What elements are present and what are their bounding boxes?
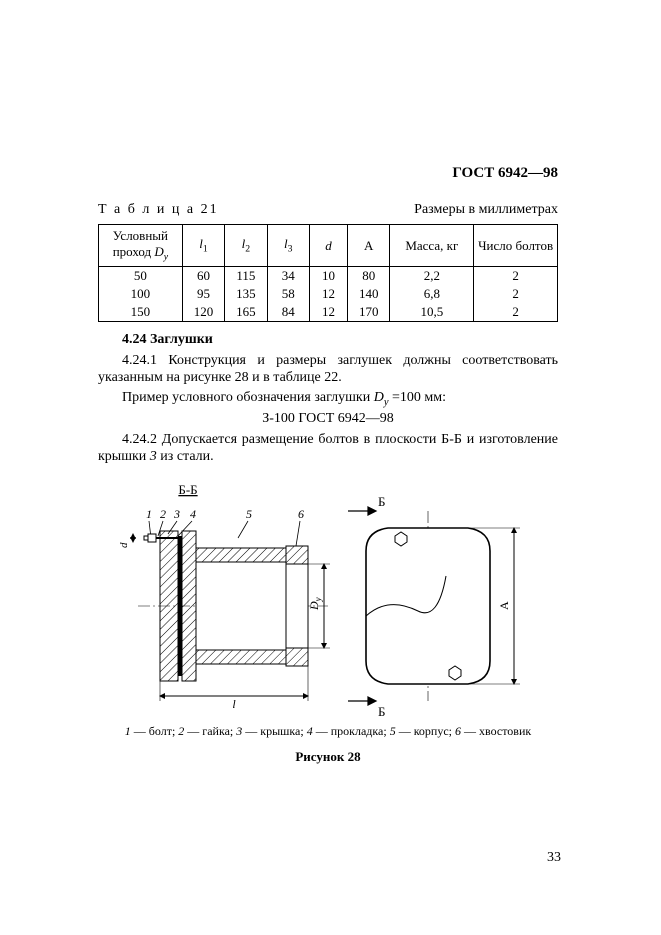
table-col-header: l3 [267, 225, 309, 267]
svg-text:l: l [232, 697, 236, 711]
dimensions-table: Условныйпроход Dyl1l2l3dAМасса, кгЧисло … [98, 224, 558, 322]
svg-text:d: d [118, 542, 130, 548]
table-cell: 84 [267, 303, 309, 322]
table-cell: 170 [348, 303, 390, 322]
paragraph-4-24-1: 4.24.1 Конструкция и размеры заглушек до… [98, 352, 558, 387]
table-cell: 135 [225, 285, 267, 303]
svg-text:A: A [497, 601, 511, 610]
table-cell: 165 [225, 303, 267, 322]
table-cell: 95 [182, 285, 224, 303]
table-cell: 80 [348, 266, 390, 285]
table-cell: 120 [182, 303, 224, 322]
table-cell: 2 [474, 266, 558, 285]
table-cell: 6,8 [390, 285, 474, 303]
table-cell: 115 [225, 266, 267, 285]
table-col-header: A [348, 225, 390, 267]
table-col-header: l1 [182, 225, 224, 267]
section-label: Б-Б [178, 482, 197, 497]
table-cell: 10 [309, 266, 347, 285]
table-col-header: l2 [225, 225, 267, 267]
table-cell: 10,5 [390, 303, 474, 322]
figure-legend: 1 — болт; 2 — гайка; 3 — крышка; 4 — про… [98, 724, 558, 739]
table-cell: 12 [309, 285, 347, 303]
svg-text:6: 6 [298, 507, 304, 521]
table-cell: 60 [182, 266, 224, 285]
table-cell: 34 [267, 266, 309, 285]
table-col-header: Масса, кг [390, 225, 474, 267]
table-cell: 2 [474, 303, 558, 322]
figure-caption: Рисунок 28 [98, 749, 558, 765]
paragraph-example: Пример условного обозначения заглушки Dy… [98, 389, 558, 409]
table-cell: 58 [267, 285, 309, 303]
table-units: Размеры в миллиметрах [414, 202, 558, 218]
page-number: 33 [547, 850, 561, 866]
table-cell: 2,2 [390, 266, 474, 285]
table-row: 1009513558121406,82 [99, 285, 558, 303]
table-col-header: Число болтов [474, 225, 558, 267]
table-caption: Т а б л и ц а 21 [98, 202, 219, 218]
table-row: 50601153410802,22 [99, 266, 558, 285]
table-cell: 12 [309, 303, 347, 322]
svg-text:Б: Б [378, 494, 385, 509]
table-col-header: d [309, 225, 347, 267]
svg-text:Dy: Dy [307, 597, 323, 611]
table-cell: 100 [99, 285, 183, 303]
svg-text:Б: Б [378, 704, 385, 716]
figure-28-diagram: Б-Б 1 2 3 4 5 6 [118, 476, 538, 716]
table-cell: 150 [99, 303, 183, 322]
designation-line: З-100 ГОСТ 6942—98 [98, 411, 558, 427]
table-col-header: Условныйпроход Dy [99, 225, 183, 267]
svg-text:2: 2 [160, 507, 166, 521]
table-cell: 50 [99, 266, 183, 285]
table-cell: 2 [474, 285, 558, 303]
table-cell: 140 [348, 285, 390, 303]
table-row: 150120165841217010,52 [99, 303, 558, 322]
section-heading: 4.24 Заглушки [122, 332, 558, 348]
standard-header: ГОСТ 6942—98 [98, 165, 558, 182]
svg-text:1: 1 [146, 507, 152, 521]
svg-text:4: 4 [190, 507, 196, 521]
svg-text:3: 3 [173, 507, 180, 521]
svg-text:5: 5 [246, 507, 252, 521]
paragraph-4-24-2: 4.24.2 Допускается размещение болтов в п… [98, 431, 558, 466]
